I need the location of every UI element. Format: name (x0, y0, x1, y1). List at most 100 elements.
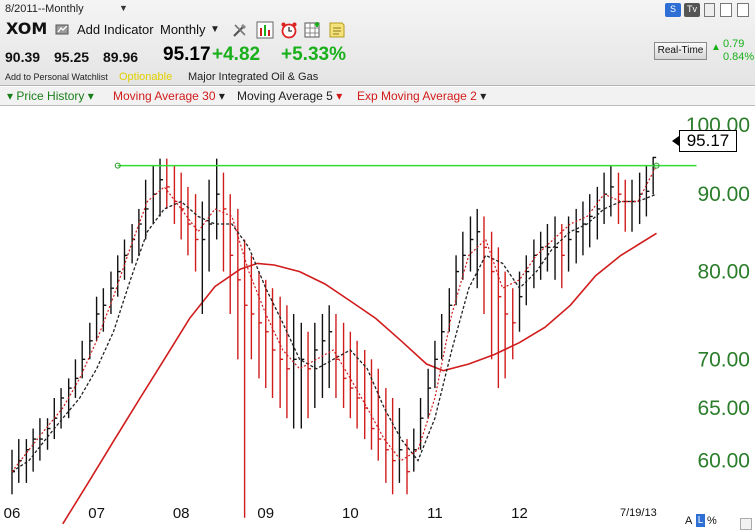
ma5-layer (11, 193, 657, 473)
layout-grid-icon[interactable] (304, 21, 322, 39)
price-bar (117, 255, 121, 297)
tv-button[interactable]: Tv (684, 3, 700, 17)
price-bar (159, 158, 164, 217)
price-bar (645, 165, 650, 217)
low-price: 89.96 (103, 49, 139, 65)
x-tick-label: 09 (257, 505, 274, 522)
trendline-handle (653, 162, 660, 169)
price-bar (546, 224, 551, 272)
price-bar (102, 288, 107, 332)
price-bar (349, 331, 354, 419)
price-bar (25, 439, 30, 483)
price-bar (512, 288, 516, 360)
price-bar (356, 340, 361, 429)
price-bar (413, 428, 417, 472)
price-bar (215, 158, 220, 240)
price-bar (462, 231, 466, 280)
scale-log-button[interactable]: L (696, 514, 705, 527)
x-tick-label: 12 (511, 505, 528, 522)
price-bar (222, 172, 227, 272)
legend-price-history[interactable]: ▾ Price History ▾ (7, 89, 94, 103)
realtime-change-percent: 0.84% (723, 51, 755, 63)
price-bar (539, 231, 544, 280)
legend-ma5[interactable]: Moving Average 5 ▾ (237, 89, 343, 103)
ma30-line (62, 232, 657, 525)
price-change-percent: +5.33% (281, 44, 346, 65)
x-tick-label: 11 (427, 505, 443, 522)
price-bars (11, 156, 657, 518)
symbol-label[interactable]: XOM (6, 19, 48, 38)
price-bar (370, 359, 375, 450)
up-arrow-icon: ▲ (711, 42, 721, 53)
y-tick-label: 80.00 (697, 261, 750, 284)
price-bar (250, 255, 255, 360)
price-bar (603, 172, 608, 225)
drawing-tools-icon[interactable] (231, 21, 249, 39)
price-bar (194, 194, 199, 272)
resize-handle[interactable] (740, 518, 752, 530)
add-indicator-icon[interactable] (55, 23, 70, 36)
price-bar (652, 156, 657, 195)
price-bar (258, 271, 262, 379)
price-bar (455, 255, 460, 306)
scale-percent-button[interactable]: % (707, 515, 717, 527)
ema2-line (11, 165, 658, 473)
price-bar (364, 349, 368, 440)
add-to-watchlist-link[interactable]: Add to Personal Watchlist (5, 72, 108, 82)
realtime-change: 0.79 (723, 38, 745, 50)
price-bar (187, 186, 191, 256)
alarm-clock-icon[interactable] (280, 21, 298, 39)
price-bar (74, 359, 79, 398)
add-indicator-button[interactable]: Add Indicator (77, 22, 154, 37)
price-bar (201, 201, 206, 314)
ma5-line (11, 193, 657, 473)
detach-window-icon[interactable] (737, 3, 749, 17)
price-bar (265, 279, 269, 389)
price-bar (131, 224, 136, 264)
restore-window-icon[interactable] (720, 3, 732, 17)
trendline-layer[interactable] (114, 162, 697, 169)
chart-style-icon[interactable] (256, 21, 274, 39)
price-bar (32, 428, 37, 472)
price-bar (166, 158, 170, 209)
price-bar (300, 322, 305, 429)
price-bar (567, 216, 572, 272)
minimize-window-icon[interactable] (704, 3, 715, 17)
indicator-legend: ▾ Price History ▾ Moving Average 30 ▾ Mo… (0, 87, 755, 105)
s-button[interactable]: S (665, 3, 681, 17)
optionable-label[interactable]: Optionable (119, 71, 173, 83)
price-bar (518, 271, 523, 332)
x-tick-label: 08 (173, 505, 190, 522)
price-bar (575, 208, 580, 264)
realtime-button[interactable]: Real-Time (654, 42, 707, 60)
price-bar (525, 255, 530, 306)
date-range-label[interactable]: 8/2011--Monthly (5, 3, 84, 15)
price-bar (385, 388, 389, 483)
period-dropdown-icon[interactable]: ▼ (210, 24, 220, 35)
legend-ma30[interactable]: Moving Average 30 ▾ (113, 89, 225, 103)
y-tick-label: 90.00 (697, 183, 750, 206)
notes-icon[interactable] (328, 21, 346, 39)
price-bar (307, 331, 312, 419)
legend-ema2[interactable]: Exp Moving Average 2 ▾ (357, 89, 487, 103)
date-range-dropdown-icon[interactable]: ▼ (119, 3, 128, 13)
last-price: 95.17 (163, 44, 211, 65)
legend-ema2-label: Exp Moving Average 2 (357, 89, 477, 103)
legend-ma5-label: Moving Average 5 (237, 89, 333, 103)
price-bar (342, 322, 347, 409)
price-bar (406, 439, 411, 495)
price-bar (561, 224, 565, 289)
legend-price-history-label: Price History (16, 89, 85, 103)
period-select[interactable]: Monthly (160, 22, 206, 37)
end-date-label: 7/19/13 (620, 507, 657, 519)
price-bar (279, 296, 284, 409)
price-bar (377, 368, 382, 461)
price-change: +4.82 (212, 44, 261, 65)
scale-auto-button[interactable]: A (685, 515, 693, 527)
price-bar (60, 388, 65, 429)
price-bar (419, 397, 424, 450)
price-bar (173, 165, 178, 225)
